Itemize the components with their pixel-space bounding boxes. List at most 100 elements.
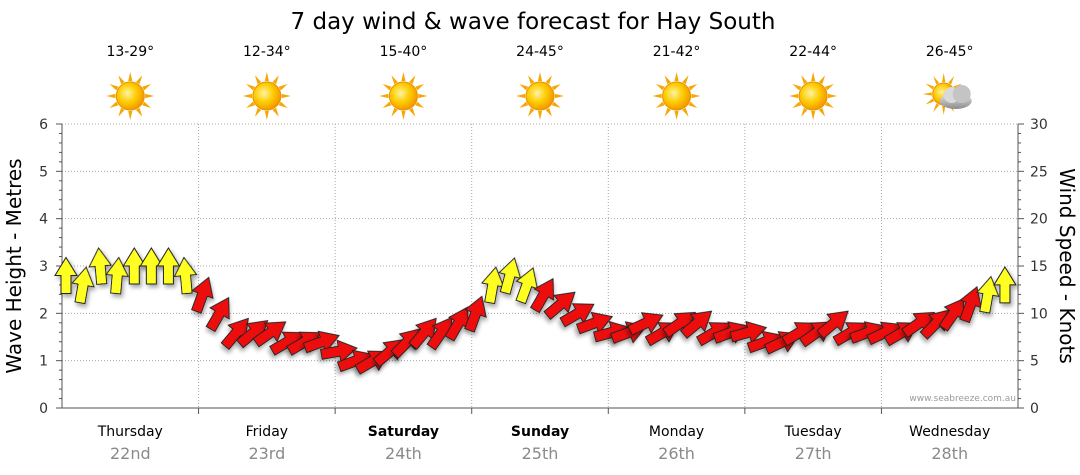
wind-arrow: [71, 266, 95, 305]
sun-ray: [537, 110, 543, 120]
right-axis-ticks: 0 5 10 15 20 25 30: [1018, 117, 1048, 417]
temperature-range: 24-45°: [516, 44, 564, 60]
wind-arrow: [627, 312, 664, 336]
sun-ray: [135, 75, 143, 85]
sun-icon: [379, 72, 428, 120]
right-tick-label: 25: [1030, 164, 1048, 180]
left-axis-title: Wave Height - Metres: [2, 158, 26, 373]
sun-ray: [382, 101, 392, 108]
wind-arrow: [252, 321, 287, 348]
wind-arrow: [529, 277, 555, 314]
wind-arrow: [444, 306, 469, 342]
sun-ray: [528, 107, 535, 117]
temperature-range: 13-29°: [106, 44, 154, 60]
sun-ray: [401, 72, 406, 82]
wind-arrow: [191, 276, 214, 314]
wind-arrow-shape: [679, 310, 713, 339]
wind-arrow-shape: [220, 317, 249, 350]
wind-arrow-shape: [444, 306, 469, 342]
wind-arrow: [976, 275, 1000, 314]
wind-arrow: [319, 339, 358, 363]
wind-arrow: [559, 303, 595, 328]
wind-arrow: [729, 320, 768, 344]
credit-text: www.seabreeze.com.au: [909, 394, 1016, 404]
sun-ray: [664, 75, 671, 85]
wind-arrow-shape: [139, 247, 164, 285]
sun-ray: [118, 107, 125, 117]
sun-ray: [682, 75, 689, 85]
sun-ray: [925, 83, 935, 90]
day-name-label: Wednesday: [909, 424, 990, 440]
wind-arrow-shape: [156, 247, 181, 285]
sun-ray: [278, 84, 288, 91]
chart-title: 7 day wind & wave forecast for Hay South: [291, 9, 776, 35]
sun-disc: [388, 81, 418, 111]
sun-ray: [528, 75, 535, 85]
daily-weather-header: 13-29° 12-34° 15-40° 24-45° 21-42° 22-44° 26-4…: [106, 44, 974, 120]
sun-ray: [379, 93, 389, 99]
wind-arrow-shape: [464, 295, 487, 333]
right-tick-label: 30: [1030, 117, 1048, 133]
cloud-part: [952, 85, 971, 103]
sun-ray: [545, 75, 552, 85]
temperature-range: 22-44°: [789, 44, 837, 60]
sun-ray: [242, 93, 253, 99]
wind-arrow-shape: [319, 339, 358, 363]
wind-arrow-shape: [993, 265, 1017, 304]
temperature-range: 26-45°: [926, 44, 974, 60]
sun-ray: [942, 105, 946, 115]
wind-arrow: [498, 257, 522, 295]
wind-arrow: [156, 247, 181, 285]
wind-arrow-shape: [71, 266, 95, 305]
sun-ray: [554, 93, 564, 99]
sun-ray: [545, 107, 552, 117]
sun-ray: [664, 107, 671, 117]
sun-ray: [128, 72, 133, 82]
sun-ray: [254, 75, 262, 85]
wind-arrow-shape: [252, 321, 287, 348]
sun-ray: [135, 107, 143, 117]
sun-icon: [242, 72, 291, 120]
day-date-label: 27th: [795, 444, 832, 463]
wind-arrow-shape: [408, 317, 437, 350]
cloud-shape: [939, 85, 972, 109]
sun-ray: [391, 75, 398, 85]
left-tick-label: 4: [39, 212, 48, 228]
wind-arrow-shape: [515, 267, 538, 305]
sun-ray: [128, 110, 133, 120]
right-tick-label: 0: [1030, 401, 1039, 417]
day-date-label: 23rd: [248, 444, 285, 463]
sun-ray: [142, 84, 152, 91]
sun-ray: [933, 75, 940, 85]
sun-ray: [272, 75, 279, 85]
sun-ray: [264, 72, 269, 82]
sun-ray: [792, 84, 802, 91]
right-tick-label: 20: [1030, 212, 1048, 228]
left-tick-label: 1: [39, 354, 48, 370]
temperature-range: 12-34°: [243, 44, 291, 60]
sun-disc: [252, 81, 282, 111]
sun-ray: [652, 93, 662, 99]
sun-ray: [674, 72, 679, 82]
sun-icon: [106, 72, 155, 120]
sun-ray: [824, 101, 834, 108]
left-tick-label: 0: [39, 401, 48, 417]
sun-disc: [525, 81, 555, 111]
wind-arrow: [54, 256, 78, 294]
sun-ray: [682, 107, 689, 117]
sun-ray: [801, 107, 808, 117]
sun-ray: [409, 75, 416, 85]
day-name-label: Sunday: [511, 424, 569, 440]
day-date-label: 25th: [522, 444, 559, 463]
sun-ray: [246, 84, 256, 91]
wind-arrow-shape: [191, 276, 214, 314]
wind-arrow-shape: [959, 286, 982, 324]
wind-arrow-shape: [105, 256, 130, 295]
sun-ray: [109, 101, 119, 108]
sun-ray: [415, 101, 425, 108]
sun-ray: [142, 101, 152, 108]
wind-arrow: [679, 310, 713, 339]
wind-arrow-shape: [88, 247, 113, 285]
wind-arrow-shape: [729, 320, 768, 344]
